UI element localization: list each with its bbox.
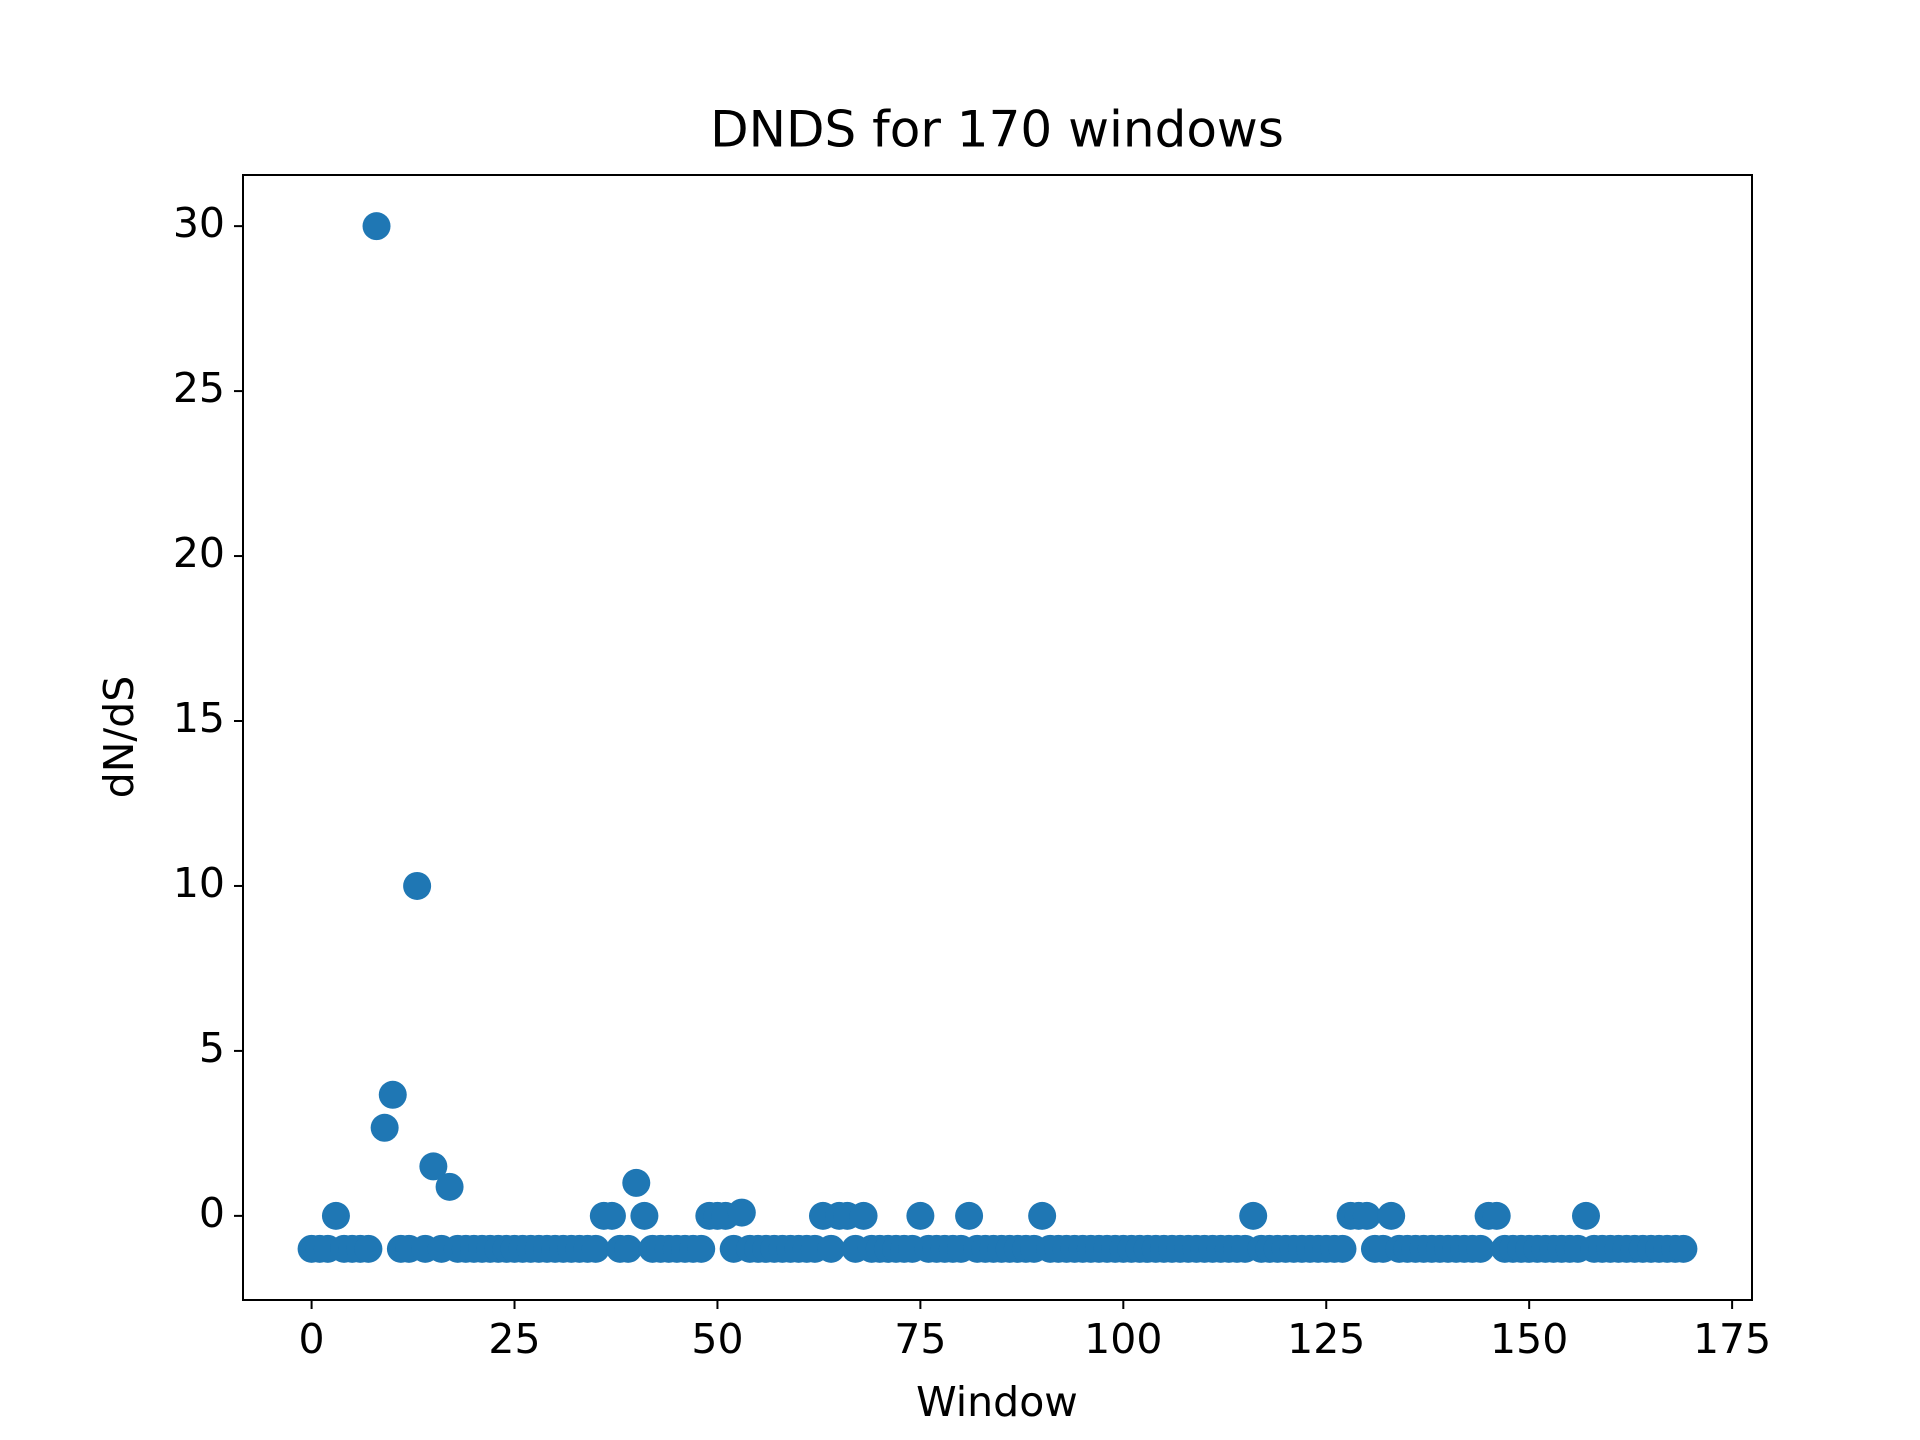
point [849,1201,878,1230]
point [419,1152,448,1181]
y-tick-label: 15 [173,694,225,742]
point [622,1168,651,1197]
point [378,1080,407,1109]
point [906,1201,935,1230]
point [817,1234,846,1263]
point [1482,1201,1511,1230]
x-tick-label: 50 [691,1315,743,1363]
x-tick-label: 175 [1693,1315,1771,1363]
point [614,1234,643,1263]
point [362,212,391,241]
y-tick-label: 10 [173,859,225,907]
x-tick-label: 150 [1490,1315,1568,1363]
point [1352,1201,1381,1230]
point [435,1172,464,1201]
point [597,1201,626,1230]
axes-frame [242,174,1753,1301]
y-tick-label: 0 [199,1189,225,1237]
y-tick-label: 25 [173,364,225,412]
y-tick-label: 20 [173,529,225,577]
point [1669,1234,1698,1263]
point [354,1234,383,1263]
point [1028,1201,1057,1230]
point [370,1113,399,1142]
point [1328,1234,1357,1263]
x-tick-label: 25 [488,1315,540,1363]
x-axis-label: Window [916,1378,1078,1426]
y-axis-label: dN/dS [95,676,143,799]
point [955,1201,984,1230]
point [1466,1234,1495,1263]
point [687,1234,716,1263]
x-tick-label: 75 [894,1315,946,1363]
point [1572,1201,1601,1230]
point [1239,1201,1268,1230]
point [1377,1201,1406,1230]
chart-title: DNDS for 170 windows [710,101,1284,159]
x-tick-label: 125 [1287,1315,1365,1363]
x-tick-label: 0 [299,1315,325,1363]
y-tick-label: 5 [199,1024,225,1072]
y-tick-label: 30 [173,199,225,247]
point [727,1198,756,1227]
points [297,212,1698,1263]
x-tick-label: 100 [1084,1315,1162,1363]
point [321,1201,350,1230]
point [581,1234,610,1263]
point [403,871,432,900]
point [630,1201,659,1230]
